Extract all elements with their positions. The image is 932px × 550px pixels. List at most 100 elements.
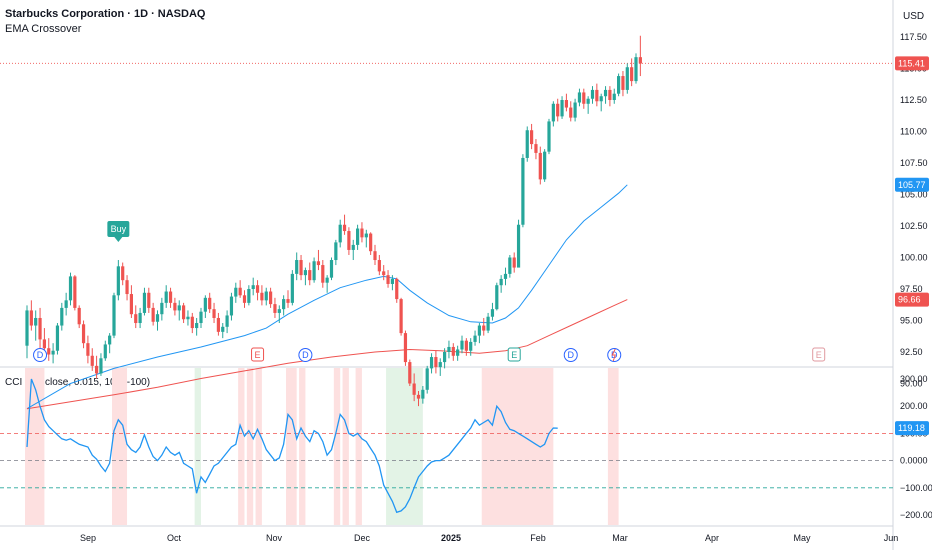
candle-body <box>60 307 64 326</box>
candle-body <box>295 260 299 274</box>
candle <box>638 35 642 77</box>
candle <box>499 275 503 293</box>
candles <box>25 35 642 407</box>
candle-body <box>321 265 325 283</box>
candle-body <box>138 312 142 324</box>
candle-body <box>255 285 260 293</box>
candle <box>543 149 547 182</box>
candle-body <box>403 333 408 363</box>
candle <box>334 239 338 266</box>
price-tick-label: 112.50 <box>900 95 927 105</box>
candle <box>403 330 408 366</box>
candle-body <box>560 100 564 117</box>
candle-body <box>586 98 590 104</box>
candle-body <box>621 76 625 90</box>
candle <box>186 310 190 326</box>
candle <box>425 365 429 394</box>
candle <box>86 335 90 364</box>
candle-body <box>29 310 33 326</box>
cci-highlight-band <box>355 368 362 525</box>
candle <box>282 295 286 316</box>
candle-body <box>534 144 538 153</box>
candle <box>234 282 238 303</box>
candle-body <box>612 93 616 100</box>
candle <box>221 323 225 339</box>
candle <box>229 292 234 321</box>
candle <box>177 300 181 321</box>
candle-body <box>386 275 390 284</box>
candle-body <box>73 276 77 308</box>
price-tick-label: 102.50 <box>900 221 928 231</box>
candle-body <box>347 231 351 250</box>
candle <box>321 260 325 288</box>
time-tick-label: Mar <box>612 533 628 543</box>
price-axis-label-text: 105.77 <box>898 180 926 190</box>
cci-highlight-band <box>607 368 619 525</box>
candle <box>560 96 564 119</box>
candle-body <box>34 317 38 326</box>
candle <box>412 373 416 402</box>
candle-body <box>277 309 281 313</box>
candle-body <box>438 362 442 368</box>
dividend-badge <box>33 348 48 362</box>
candle-body <box>212 309 216 318</box>
dividend-marker: D <box>298 348 313 362</box>
candle-body <box>630 67 634 82</box>
cci-tick-label: 0.0000 <box>900 456 928 466</box>
candle-body <box>416 394 421 399</box>
candle <box>434 350 438 374</box>
candle-body <box>543 151 547 180</box>
candle <box>547 118 551 155</box>
candle-body <box>573 102 577 118</box>
candle-body <box>95 365 99 374</box>
candle <box>338 219 342 248</box>
candle <box>534 139 538 160</box>
candle <box>612 88 616 104</box>
candle <box>303 267 307 286</box>
candle <box>247 285 251 306</box>
candle-body <box>447 346 451 352</box>
candle-body <box>503 273 508 279</box>
candle-body <box>377 260 381 272</box>
candle <box>273 297 277 318</box>
cci-highlight-band <box>286 368 297 525</box>
candle-body <box>47 348 51 355</box>
candle-body <box>42 339 46 349</box>
candle <box>634 53 638 84</box>
candle <box>464 338 468 356</box>
candle <box>308 262 312 286</box>
ema-lines <box>26 184 628 410</box>
cci-title[interactable]: CCI (20, close, 0.015, 100, -100) <box>5 377 151 388</box>
candle-body <box>121 266 125 281</box>
candle <box>81 320 86 349</box>
candle-body <box>242 295 247 303</box>
candle <box>625 63 629 94</box>
dividend-badge <box>298 348 313 362</box>
chart-title: Starbucks Corporation · 1D · NASDAQ <box>5 8 206 20</box>
candle-body <box>617 76 621 94</box>
axes: 117.50115.00112.50110.00107.50105.00102.… <box>80 32 932 543</box>
candle <box>456 345 460 361</box>
candle-body <box>603 89 608 97</box>
candle <box>203 295 207 318</box>
cci-value-label-text: 119.18 <box>898 423 925 433</box>
currency-label[interactable]: USD <box>903 11 925 22</box>
candle <box>377 254 381 276</box>
candle-body <box>499 278 503 286</box>
candle <box>408 359 412 387</box>
candle-body <box>342 224 347 232</box>
event-label: D <box>302 350 309 360</box>
candle-body <box>186 316 190 320</box>
candle <box>182 302 186 324</box>
cci-highlight-band <box>238 368 245 525</box>
candle <box>595 83 599 107</box>
candle-body <box>521 157 525 225</box>
cci-tick-label: 300.00 <box>900 374 928 384</box>
candle-body <box>147 292 151 308</box>
indicator-label[interactable]: EMA Crossover <box>5 23 82 35</box>
candle-body <box>538 152 542 180</box>
candle <box>486 312 490 334</box>
candle-body <box>582 92 586 104</box>
candle-body <box>264 291 268 301</box>
